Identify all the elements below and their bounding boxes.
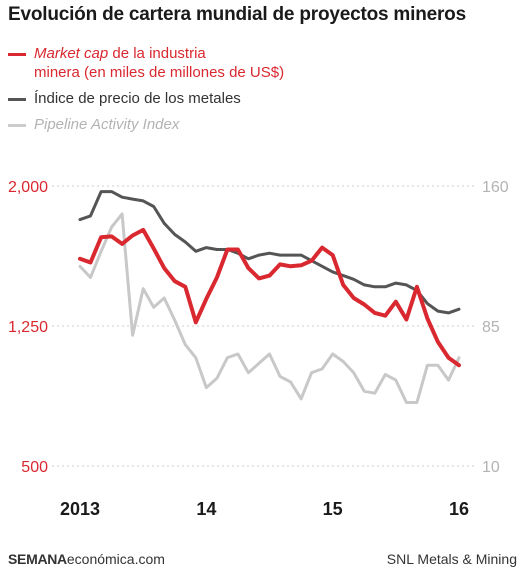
footer-source-brand: SEMANAeconómica.com — [8, 551, 165, 567]
legend-label-market-cap-rest: de la industria — [108, 45, 206, 62]
legend-label-metal-price: Índice de precio de los metales — [34, 90, 241, 107]
series-line-metal-price — [78, 190, 461, 315]
legend: Market cap de la industria minera (en mi… — [8, 44, 284, 141]
x-axis-tick-label: 14 — [196, 499, 216, 519]
chart-title: Evolución de cartera mundial de proyecto… — [8, 4, 466, 25]
right-axis-tick-label: 85 — [482, 319, 500, 336]
footer-brand-bold: SEMANA — [8, 551, 67, 567]
right-axis-tick-label: 10 — [482, 459, 500, 476]
series-line-market-cap — [78, 227, 461, 368]
legend-swatch-market-cap — [8, 53, 26, 56]
legend-item-market-cap: Market cap de la industria minera (en mi… — [8, 44, 284, 82]
legend-item-metal-price: Índice de precio de los metales — [8, 89, 284, 108]
x-axis-tick-label: 2013 — [60, 499, 100, 519]
legend-swatch-metal-price — [8, 98, 26, 101]
footer-brand-rest: económica.com — [66, 551, 165, 567]
left-axis-tick-label: 500 — [21, 459, 48, 476]
legend-label-market-cap-italic: Market cap — [34, 45, 109, 62]
series-line-pipeline — [78, 212, 461, 404]
left-axis-tick-label: 2,000 — [8, 179, 48, 196]
legend-label-market-cap-line2: minera (en miles de millones de US$) — [34, 64, 285, 81]
x-axis-tick-label: 15 — [323, 499, 343, 519]
x-axis-tick-label: 16 — [449, 499, 469, 519]
right-axis-tick-label: 160 — [482, 179, 509, 196]
legend-item-pipeline: Pipeline Activity Index — [8, 115, 284, 134]
left-axis-tick-label: 1,250 — [8, 319, 48, 336]
legend-swatch-pipeline — [8, 124, 26, 127]
legend-label-pipeline: Pipeline Activity Index — [34, 116, 180, 133]
footer-source-credit: SNL Metals & Mining — [386, 551, 517, 567]
